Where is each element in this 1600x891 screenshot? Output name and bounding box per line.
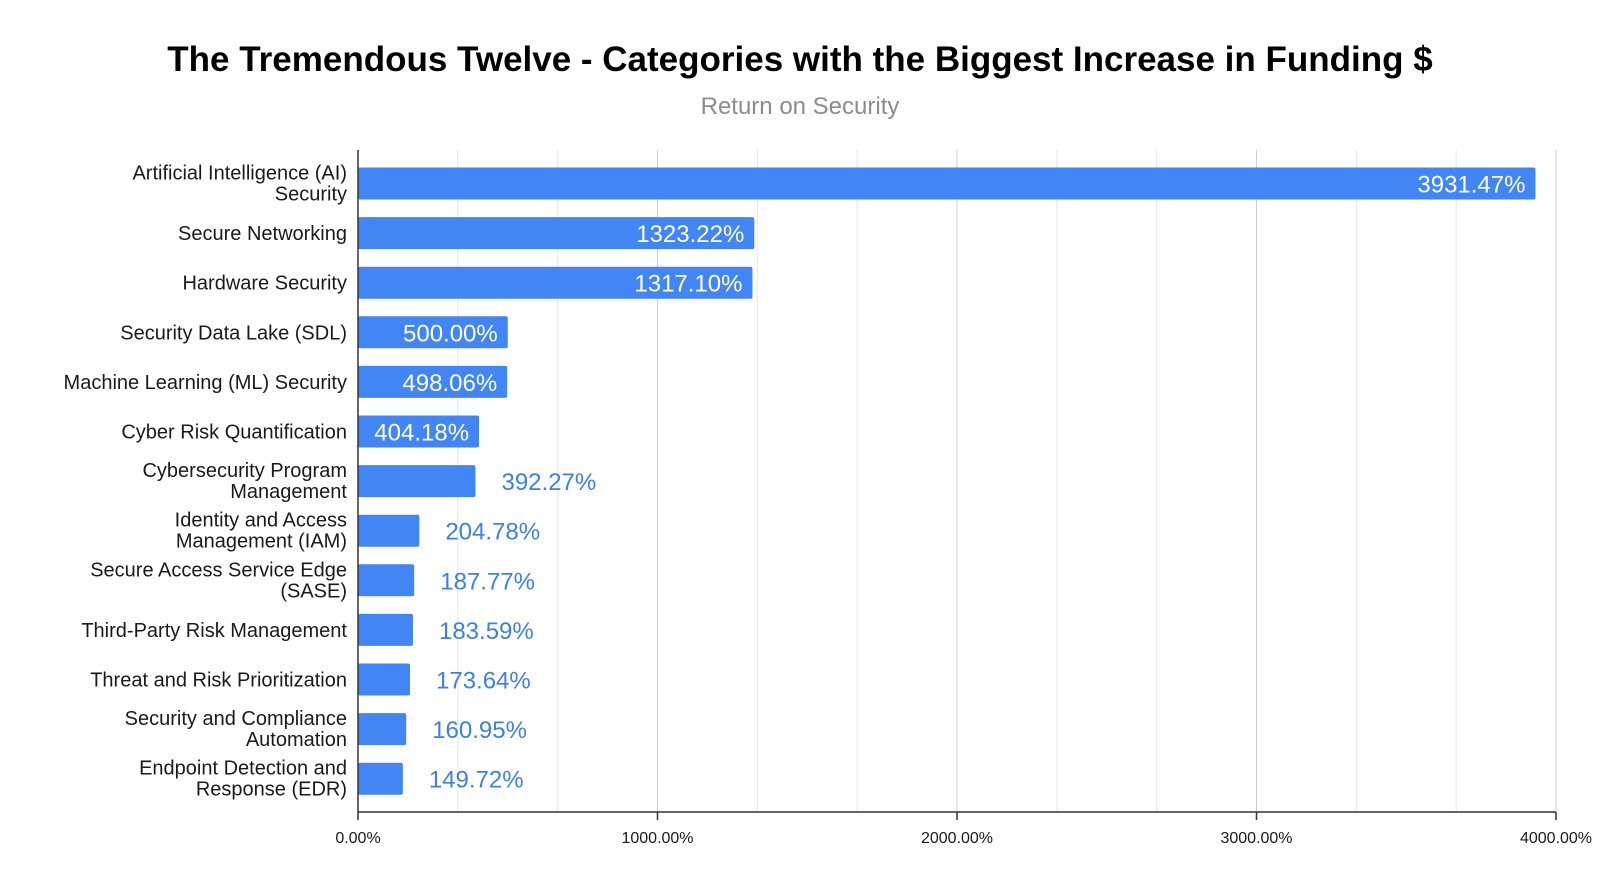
category-label-line: Identity and Access <box>175 510 347 532</box>
chart-subtitle: Return on Security <box>701 93 900 120</box>
bar <box>358 266 753 299</box>
category-label-line: Security and Compliance <box>125 708 347 730</box>
data-label: 160.95% <box>432 717 527 744</box>
chart-title: The Tremendous Twelve - Categories with … <box>167 40 1432 79</box>
data-label: 187.77% <box>440 568 535 595</box>
bar <box>358 564 415 597</box>
gridlines <box>457 150 1557 812</box>
bar <box>358 762 403 795</box>
category-label-line: Security <box>275 184 347 206</box>
x-axis: 0.00% 1000.00% 2000.00% 3000.00% 4000.00% <box>335 150 1592 847</box>
category-label-line: Endpoint Detection and <box>139 758 347 780</box>
category-label: Threat and Risk Prioritization <box>90 670 347 692</box>
category-label-line: Management (IAM) <box>176 531 347 553</box>
category-label-line: Cybersecurity Program <box>142 460 347 482</box>
category-label-line: Response (EDR) <box>196 779 347 801</box>
category-label: Security Data Lake (SDL) <box>120 322 347 344</box>
x-tick-label: 1000.00% <box>621 830 693 847</box>
bar <box>358 663 411 696</box>
bar <box>358 365 508 398</box>
data-labels: 3931.47% 1323.22% 1317.10% 500.00% 498.06% 40… <box>374 172 1525 794</box>
bar <box>358 713 407 746</box>
category-labels: Artificial Intelligence (AI) SecuritySecu… <box>64 163 348 801</box>
category-label: Security and Compliance Automation <box>125 708 347 751</box>
category-label-line: Management <box>230 481 347 503</box>
category-label-line: Artificial Intelligence (AI) <box>132 163 347 185</box>
category-label-line: Automation <box>246 729 347 751</box>
category-label: Hardware Security <box>182 273 347 295</box>
bar <box>358 415 480 448</box>
data-label: 183.59% <box>439 618 534 645</box>
category-label: Machine Learning (ML) Security <box>64 372 347 394</box>
x-tick-label: 4000.00% <box>1520 830 1592 847</box>
data-label: 149.72% <box>429 767 524 794</box>
data-label: 3931.47% <box>1417 172 1525 199</box>
data-label: 204.78% <box>445 519 540 546</box>
bar <box>358 613 413 646</box>
bar <box>358 167 1536 200</box>
bar <box>358 316 508 349</box>
data-label: 1323.22% <box>636 221 744 248</box>
category-label: Third-Party Risk Management <box>81 620 347 642</box>
category-label: Secure Networking <box>178 223 347 245</box>
category-label: Artificial Intelligence (AI) Security <box>132 163 347 206</box>
data-label: 404.18% <box>374 420 469 447</box>
data-label: 173.64% <box>436 668 531 695</box>
bar <box>358 217 755 250</box>
bars <box>358 167 1536 795</box>
x-tick-label: 3000.00% <box>1220 830 1292 847</box>
category-label: Identity and Access Management (IAM) <box>175 510 347 553</box>
x-tick-label: 0.00% <box>335 830 380 847</box>
category-label-line: Secure Access Service Edge <box>90 559 347 581</box>
data-label: 392.27% <box>501 469 596 496</box>
category-label: Secure Access Service Edge (SASE) <box>90 559 347 602</box>
category-label: Endpoint Detection and Response (EDR) <box>139 758 347 801</box>
category-label: Cyber Risk Quantification <box>121 422 347 444</box>
bar <box>358 465 476 498</box>
x-tick-label: 2000.00% <box>921 830 993 847</box>
data-label: 1317.10% <box>634 271 742 298</box>
bar <box>358 514 420 547</box>
data-label: 498.06% <box>402 370 497 397</box>
category-label: Cybersecurity Program Management <box>142 460 347 503</box>
data-label: 500.00% <box>403 320 498 347</box>
category-label-line: (SASE) <box>280 580 347 602</box>
